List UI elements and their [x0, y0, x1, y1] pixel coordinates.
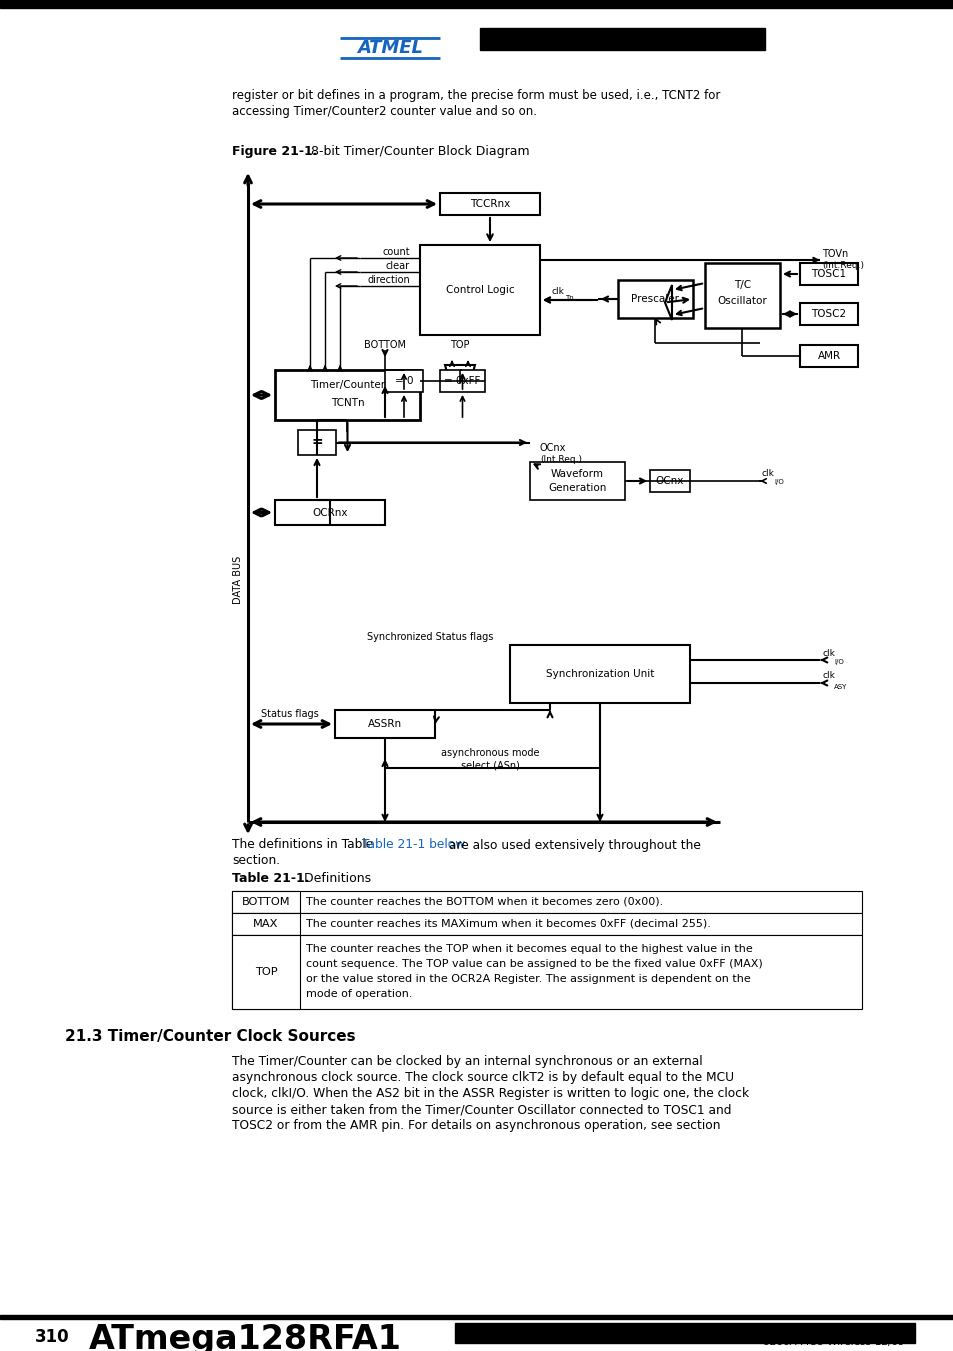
Text: ATMEL: ATMEL [356, 39, 422, 57]
Text: Status flags: Status flags [261, 709, 318, 719]
Text: register or bit defines in a program, the precise form must be used, i.e., TCNT2: register or bit defines in a program, th… [232, 89, 720, 101]
Text: clk: clk [822, 648, 835, 658]
Text: section.: section. [232, 854, 280, 867]
Text: TOSC2 or from the AMR pin. For details on asynchronous operation, see section: TOSC2 or from the AMR pin. For details o… [232, 1120, 720, 1132]
Bar [232, 913, 299, 935]
Text: Figure 21-1.: Figure 21-1. [232, 146, 317, 158]
Text: Prescaler: Prescaler [631, 295, 679, 304]
Text: 310: 310 [34, 1328, 70, 1346]
Bar [274, 370, 419, 420]
Bar [455, 1323, 914, 1343]
Text: AMR: AMR [817, 351, 840, 361]
Bar [704, 263, 780, 328]
Text: DATA BUS: DATA BUS [233, 555, 243, 604]
Text: 8-bit Timer/Counter Block Diagram: 8-bit Timer/Counter Block Diagram [307, 146, 529, 158]
Text: TOP: TOP [450, 340, 469, 350]
Text: select (ASn): select (ASn) [460, 761, 518, 770]
Text: The counter reaches the BOTTOM when it becomes zero (0x00).: The counter reaches the BOTTOM when it b… [306, 897, 662, 907]
Bar [385, 370, 422, 392]
Text: asynchronous clock source. The clock source clkT2 is by default equal to the MCU: asynchronous clock source. The clock sou… [232, 1071, 734, 1085]
Text: The counter reaches the TOP when it becomes equal to the highest value in the: The counter reaches the TOP when it beco… [306, 944, 752, 954]
Bar [335, 711, 435, 738]
Text: I/O: I/O [833, 659, 842, 665]
Text: Synchronized Status flags: Synchronized Status flags [366, 632, 493, 642]
Text: source is either taken from the Timer/Counter Oscillator connected to TOSC1 and: source is either taken from the Timer/Co… [232, 1104, 731, 1116]
Bar [232, 913, 862, 935]
Bar [530, 462, 624, 500]
Text: clk: clk [761, 469, 774, 477]
Text: are also used extensively throughout the: are also used extensively throughout the [445, 839, 700, 851]
Text: = 0: = 0 [395, 376, 413, 386]
Text: = 0xFF: = 0xFF [444, 376, 480, 386]
Text: clk: clk [822, 670, 835, 680]
Text: count: count [382, 247, 410, 257]
Text: ASSRn: ASSRn [368, 719, 401, 730]
Bar [419, 245, 539, 335]
Text: TCNTn: TCNTn [331, 399, 364, 408]
Polygon shape [664, 285, 671, 320]
Text: The Timer/Counter can be clocked by an internal synchronous or an external: The Timer/Counter can be clocked by an i… [232, 1055, 702, 1069]
Text: TOVn: TOVn [821, 249, 847, 259]
Bar [0, 0, 953, 8]
Text: T/C: T/C [733, 280, 750, 290]
Bar [800, 263, 857, 285]
Text: TCCRnx: TCCRnx [470, 199, 510, 209]
Text: (Int.Req.): (Int.Req.) [539, 455, 581, 465]
Text: (Int.Req.): (Int.Req.) [821, 262, 863, 270]
Text: 8266A-MCU Wireless-12/09: 8266A-MCU Wireless-12/09 [762, 1337, 904, 1347]
Bar [232, 935, 862, 1009]
Text: direction: direction [367, 276, 410, 285]
Text: ASY: ASY [833, 684, 846, 690]
Bar [0, 1315, 953, 1319]
Text: BOTTOM: BOTTOM [241, 897, 290, 907]
Text: TOSC2: TOSC2 [811, 309, 845, 319]
Bar [232, 892, 299, 913]
Text: I/O: I/O [773, 480, 783, 485]
Bar [232, 892, 862, 913]
Text: Table 21-1.: Table 21-1. [232, 873, 309, 885]
Bar [274, 500, 385, 526]
Text: =: = [311, 435, 322, 450]
Text: ATmega128RFA1: ATmega128RFA1 [89, 1323, 401, 1351]
Bar [439, 370, 484, 392]
Text: Timer/Counter: Timer/Counter [310, 380, 385, 390]
Text: OCnx: OCnx [655, 476, 683, 486]
Polygon shape [444, 365, 475, 382]
Text: clk: clk [552, 288, 564, 296]
Text: Oscillator: Oscillator [717, 296, 766, 305]
Text: Table 21-1 below: Table 21-1 below [361, 839, 465, 851]
Text: Waveform: Waveform [551, 469, 603, 480]
Bar [0, 1315, 953, 1351]
Text: Definitions: Definitions [299, 873, 371, 885]
Bar [800, 303, 857, 326]
Text: clear: clear [385, 261, 410, 272]
Text: OCnx: OCnx [539, 443, 566, 453]
Text: Synchronization Unit: Synchronization Unit [545, 669, 654, 680]
Text: asynchronous mode: asynchronous mode [440, 748, 538, 758]
Text: Control Logic: Control Logic [445, 285, 514, 295]
Text: or the value stored in the OCR2A Register. The assignment is dependent on the: or the value stored in the OCR2A Registe… [306, 974, 750, 984]
Text: The definitions in Table: The definitions in Table [232, 839, 376, 851]
Bar [618, 280, 692, 317]
Text: TOSC1: TOSC1 [811, 269, 845, 280]
Bar [297, 430, 335, 455]
Text: Generation: Generation [548, 484, 606, 493]
Text: BOTTOM: BOTTOM [364, 340, 406, 350]
Bar [439, 193, 539, 215]
Bar [479, 28, 764, 50]
Text: mode of operation.: mode of operation. [306, 989, 412, 998]
Bar [510, 644, 689, 703]
Bar [800, 345, 857, 367]
Text: The counter reaches its MAXimum when it becomes 0xFF (decimal 255).: The counter reaches its MAXimum when it … [306, 919, 710, 929]
Text: clock, clkI/O. When the AS2 bit in the ASSR Register is written to logic one, th: clock, clkI/O. When the AS2 bit in the A… [232, 1088, 748, 1101]
Text: accessing Timer/Counter2 counter value and so on.: accessing Timer/Counter2 counter value a… [232, 105, 537, 119]
Text: count sequence. The TOP value can be assigned to be the fixed value 0xFF (MAX): count sequence. The TOP value can be ass… [306, 959, 762, 969]
Text: 21.3 Timer/Counter Clock Sources: 21.3 Timer/Counter Clock Sources [65, 1029, 355, 1044]
Text: TOP: TOP [254, 967, 277, 977]
Bar [649, 470, 689, 492]
Text: MAX: MAX [253, 919, 278, 929]
Text: OCRnx: OCRnx [312, 508, 348, 517]
Bar [232, 935, 299, 1009]
Text: Tn: Tn [564, 295, 573, 301]
